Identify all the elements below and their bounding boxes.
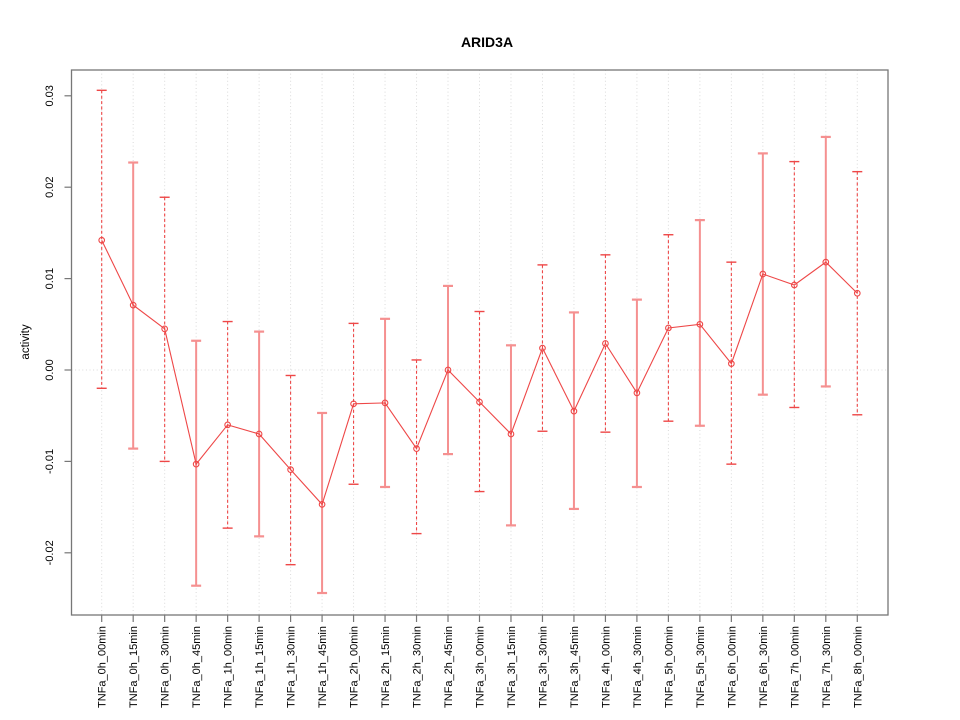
data-points [98, 236, 861, 508]
data-point [129, 301, 137, 309]
y-tick-label: 0.00 [44, 359, 56, 380]
data-point [822, 258, 830, 266]
data-point [381, 399, 389, 407]
x-tick-label: TNFa_1h_45min [317, 626, 329, 708]
y-tick-label: 0.01 [44, 268, 56, 289]
data-point [853, 289, 861, 297]
x-tick-label: TNFa_0h_15min [128, 626, 140, 708]
plot-box [70, 69, 889, 616]
data-point [790, 281, 798, 289]
y-tick-label: -0.01 [44, 449, 56, 474]
x-tick-label: TNFa_2h_15min [380, 626, 392, 708]
x-tick-label: TNFa_1h_00min [223, 626, 235, 708]
data-point [633, 389, 641, 397]
plot-border [70, 69, 889, 616]
x-tick-label: TNFa_3h_00min [474, 626, 486, 708]
x-tick-label: TNFa_2h_00min [349, 626, 361, 708]
x-tick-label: TNFa_7h_00min [789, 626, 801, 708]
x-tick-label: TNFa_6h_00min [726, 626, 738, 708]
x-tick-label: TNFa_4h_00min [600, 626, 612, 708]
x-tick-label: TNFa_0h_45min [191, 626, 203, 708]
data-point [665, 324, 672, 332]
chart-title: ARID3A [461, 34, 513, 50]
data-point [507, 430, 515, 438]
data-point [224, 421, 231, 429]
data-point [476, 398, 483, 406]
data-point [161, 325, 169, 333]
data-point [350, 400, 357, 408]
x-tick-label: TNFa_5h_00min [663, 626, 675, 708]
data-point [98, 236, 106, 244]
y-axis-label: activity [20, 324, 32, 359]
x-axis-ticks [101, 615, 858, 622]
x-tick-label: TNFa_7h_30min [821, 626, 833, 708]
y-axis-ticks [64, 95, 72, 554]
data-point [602, 340, 609, 347]
error-bars [96, 89, 863, 595]
data-point [255, 430, 263, 438]
data-point [287, 466, 294, 473]
data-point [539, 344, 546, 352]
x-tick-label: TNFa_3h_30min [537, 626, 549, 708]
x-tick-label: TNFa_6h_30min [758, 626, 770, 708]
x-tick-label: TNFa_0h_30min [160, 626, 172, 708]
x-tick-label: TNFa_3h_45min [569, 626, 581, 708]
x-tick-label: TNFa_0h_00min [97, 626, 109, 708]
x-tick-label: TNFa_2h_45min [443, 626, 455, 708]
data-point [444, 366, 452, 374]
x-tick-label: TNFa_1h_15min [254, 626, 266, 708]
x-tick-label: TNFa_5h_30min [695, 626, 707, 708]
data-point [192, 460, 200, 468]
y-tick-labels: -0.02 -0.01 0.00 0.01 0.02 0.03 [44, 85, 56, 565]
y-tick-label: 0.02 [44, 176, 56, 197]
series-line [101, 239, 858, 506]
x-tick-labels: TNFa_0h_00min TNFa_0h_15min TNFa_0h_30min T… [97, 626, 865, 708]
data-point [413, 445, 420, 452]
x-tick-label: TNFa_4h_30min [632, 626, 644, 708]
data-point [759, 270, 767, 278]
data-point [728, 360, 735, 367]
y-tick-label: 0.03 [44, 85, 56, 106]
data-point [696, 320, 704, 328]
x-gridlines [101, 70, 858, 615]
x-tick-label: TNFa_3h_15min [506, 626, 518, 708]
x-tick-label: TNFa_1h_30min [286, 626, 298, 708]
y-tick-label: -0.02 [44, 540, 56, 565]
data-point [318, 501, 326, 508]
x-tick-label: TNFa_2h_30min [412, 626, 424, 708]
series-polyline [101, 239, 858, 506]
x-tick-label: TNFa_8h_00min [852, 626, 864, 708]
data-point [570, 407, 578, 415]
